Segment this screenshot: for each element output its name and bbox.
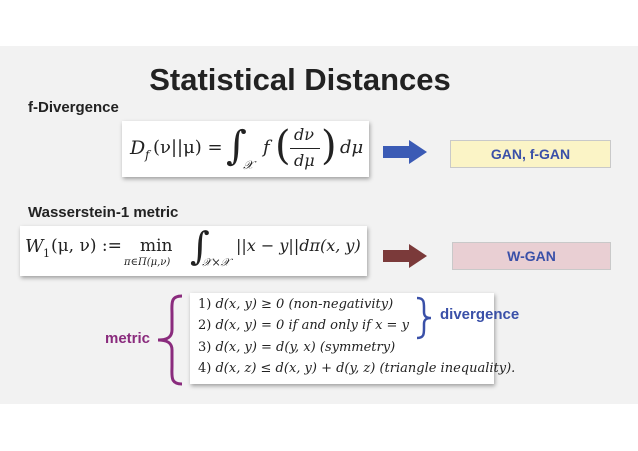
divergence-label: divergence (440, 306, 520, 323)
property-note: (symmetry) (319, 340, 396, 355)
formula-args: (ν||μ) = (153, 137, 223, 158)
property-note: (non-negativity) (288, 297, 394, 312)
paren-left: ( (275, 123, 291, 169)
wgan-tag: W-GAN (452, 242, 611, 270)
formula-args: (μ, ν) := (51, 236, 122, 256)
f-divergence-formula: D f (ν||μ) = ∫ 𝒳 f ( dν dμ ) dμ (122, 121, 369, 177)
right-arrow-icon (383, 140, 427, 164)
formula-sub: f (145, 148, 150, 162)
formula-tail: ||x − y||dπ(x, y) (236, 236, 361, 255)
property-3: 3) d(x, y) = d(y, x) (symmetry) (198, 340, 395, 355)
slide-title: Statistical Distances (149, 62, 451, 97)
formula-lhs: W (25, 236, 44, 257)
wasserstein-formula: W 1 (μ, ν) := min π∈Π(μ,ν) ∫ 𝒳×𝒳 ||x − y… (20, 224, 367, 276)
property-math: d(x, z) ≤ d(x, y) + d(y, z) (215, 361, 376, 376)
frac-denominator: dμ (294, 151, 315, 170)
property-note: (triangle inequality). (379, 361, 516, 376)
fraction-bar (290, 148, 320, 149)
formula-tail: dμ (340, 137, 364, 158)
min-sub: π∈Π(μ,ν) (124, 257, 171, 268)
right-brace-icon (416, 296, 432, 340)
integral-sub: 𝒳 (243, 158, 254, 172)
integral-sign: ∫ (226, 123, 247, 169)
paren-right: ) (321, 123, 337, 169)
right-arrow-icon (383, 244, 427, 268)
metric-label: metric (105, 330, 151, 347)
integral-sign: ∫ (190, 224, 210, 268)
f-function: f (263, 137, 270, 158)
property-2: 2) d(x, y) = 0 if and only if x = y (198, 318, 409, 333)
gan-tag: GAN, f-GAN (450, 140, 611, 168)
formula-sub: 1 (43, 247, 50, 260)
f-divergence-heading: f-Divergence (28, 99, 119, 116)
property-number: 1) (198, 297, 212, 312)
property-number: 3) (198, 340, 212, 355)
integral-sub: 𝒳×𝒳 (202, 256, 231, 269)
left-brace-icon (157, 294, 183, 386)
property-note: if and only if x = y (288, 318, 409, 333)
wasserstein-heading: Wasserstein-1 metric (28, 204, 179, 221)
property-number: 4) (198, 361, 212, 376)
properties-box (190, 293, 494, 384)
property-4: 4) d(x, z) ≤ d(x, y) + d(y, z) (triangle… (198, 361, 515, 376)
property-math: d(x, y) = d(y, x) (215, 340, 316, 355)
property-number: 2) (198, 318, 212, 333)
min-operator: min (140, 236, 173, 256)
property-math: d(x, y) = 0 (215, 318, 285, 333)
property-1: 1) d(x, y) ≥ 0 (non-negativity) (198, 297, 393, 312)
frac-numerator: dν (294, 125, 314, 144)
formula-lhs: D (130, 137, 146, 159)
property-math: d(x, y) ≥ 0 (215, 297, 285, 312)
